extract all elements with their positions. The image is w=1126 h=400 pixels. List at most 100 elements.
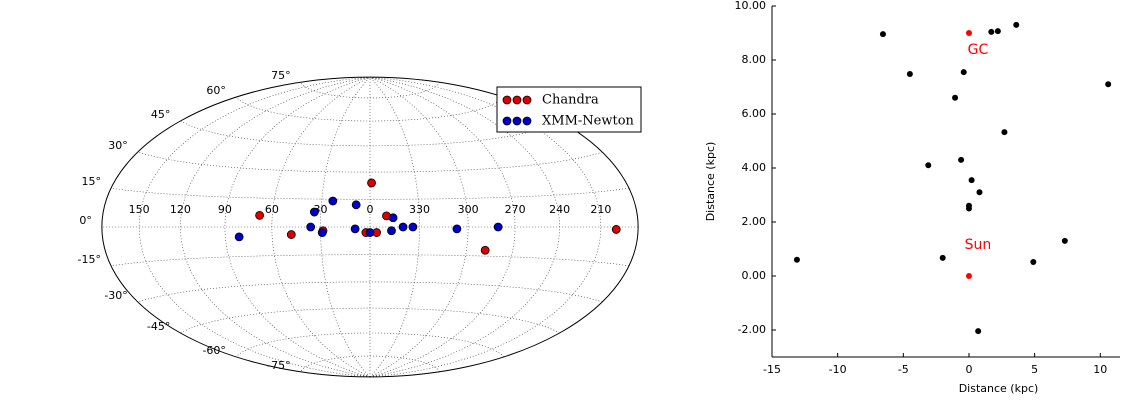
source-point [398, 222, 408, 232]
star-point [968, 177, 975, 184]
x-tick-label: -10 [829, 363, 847, 376]
legend-marker [502, 116, 512, 126]
source-point [306, 222, 316, 232]
annotation-label: Sun [965, 237, 992, 253]
lon-tick-label: 270 [505, 203, 526, 216]
star-point [906, 71, 913, 78]
star-point [975, 328, 982, 335]
star-point [1013, 21, 1020, 28]
parallel-grid-line [300, 355, 440, 372]
x-tick-label: 5 [1031, 363, 1038, 376]
star-point [958, 156, 965, 163]
meridian-grid-line [369, 76, 420, 378]
lon-tick-label: 240 [549, 203, 570, 216]
meridian-grid-line [138, 76, 371, 378]
lon-tick-label: 0 [367, 203, 374, 216]
lon-tick-label: 150 [129, 203, 150, 216]
legend: Chandra XMM-Newton [496, 86, 642, 133]
legend-marker [522, 116, 532, 126]
x-tick-label: -5 [898, 363, 909, 376]
star-point [1001, 129, 1008, 136]
source-point [387, 226, 396, 236]
source-point [351, 200, 361, 210]
star-point [939, 254, 946, 261]
legend-frame [496, 86, 642, 133]
y-axis-label: Distance (kpc) [704, 142, 717, 222]
star-point [960, 69, 967, 76]
parallel-grid-line [110, 187, 630, 200]
x-axis-label: Distance (kpc) [959, 382, 1039, 395]
y-tick-label: 0.00 [742, 269, 767, 282]
annotation-point [965, 273, 972, 279]
y-tick-label: -2.00 [738, 323, 766, 336]
legend-marker [522, 95, 532, 105]
lat-tick-label: 60° [206, 84, 226, 97]
meridian-grid-line [320, 76, 371, 378]
annotation-label: GC [968, 42, 989, 58]
source-point [388, 213, 398, 223]
legend-label: Chandra [542, 93, 599, 108]
source-point [328, 196, 338, 206]
lon-tick-label: 60 [265, 203, 279, 216]
star-point [952, 94, 959, 101]
source-point [480, 245, 490, 255]
y-tick-label: 8.00 [742, 53, 767, 66]
source-point [286, 230, 296, 239]
annotation-point [965, 30, 972, 36]
lat-tick-label: -45° [147, 320, 170, 333]
y-tick-label: 10.00 [735, 0, 767, 12]
lat-tick-label: 75° [271, 69, 291, 82]
star-point [1105, 81, 1112, 88]
meridian-grid-line [180, 76, 371, 378]
parallel-grid-line [137, 151, 603, 173]
star-point [994, 28, 1001, 35]
lat-tick-label: 30° [108, 139, 128, 152]
star-point [879, 31, 886, 38]
legend-marker [512, 116, 522, 126]
x-tick-label: 10 [1093, 363, 1107, 376]
source-point [367, 178, 376, 188]
x-tick-label: 0 [965, 363, 972, 376]
star-point [793, 256, 800, 263]
map-boundary [101, 76, 639, 378]
source-point [452, 224, 462, 234]
source-point [234, 232, 244, 242]
source-point [317, 228, 327, 237]
lat-tick-label: 0° [79, 214, 92, 227]
legend-marker [502, 95, 512, 105]
star-point [1061, 237, 1068, 244]
y-tick-label: 6.00 [742, 107, 767, 120]
y-tick-label: 4.00 [742, 161, 767, 174]
meridian-grid-line [369, 76, 560, 378]
parallel-grid-line [235, 332, 505, 358]
lon-tick-label: 330 [409, 203, 430, 216]
meridian-grid-line [224, 76, 371, 378]
legend-marker [512, 95, 522, 105]
source-point [611, 225, 621, 234]
source-point [255, 210, 265, 220]
lon-tick-label: 90 [218, 203, 232, 216]
y-tick-label: 2.00 [742, 215, 767, 228]
lat-tick-label: -15° [78, 253, 101, 266]
lat-tick-label: -75° [267, 359, 290, 372]
lon-tick-label: 210 [590, 203, 611, 216]
legend-label: XMM-Newton [542, 114, 635, 129]
parallel-grid-line [180, 307, 560, 334]
source-point [365, 228, 375, 237]
meridian-grid-line [271, 76, 371, 378]
source-point [493, 222, 503, 232]
lat-tick-label: 45° [151, 108, 171, 121]
meridian-grid-line [369, 76, 516, 378]
lat-tick-label: -60° [202, 344, 225, 357]
lon-tick-label: 120 [170, 203, 191, 216]
source-point [350, 224, 360, 234]
star-point [976, 189, 983, 196]
x-tick-label: -15 [763, 363, 781, 376]
star-point [965, 205, 972, 212]
parallel-grid-line [137, 281, 603, 303]
lat-tick-label: -30° [104, 289, 127, 302]
star-point [1030, 258, 1037, 265]
parallel-grid-line [300, 82, 440, 99]
lon-tick-label: 300 [458, 203, 479, 216]
